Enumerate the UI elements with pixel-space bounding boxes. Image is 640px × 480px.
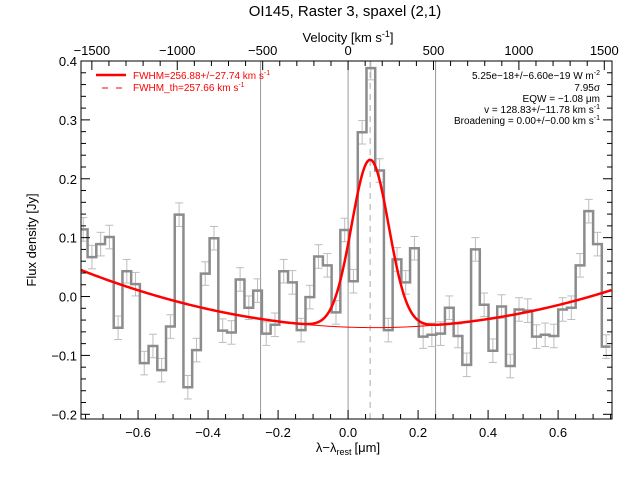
- top-tick-label: 1500: [590, 43, 619, 58]
- spectrum-histogram: [81, 66, 611, 389]
- annotation-velocity: v = 128.83+/−11.78 km s-1: [484, 104, 600, 116]
- fit-annotations: 5.25e−18+/−6.60e−19 W m-2 7.95σ EQW = −1…: [454, 70, 601, 127]
- y-tick-label: 0.0: [59, 290, 77, 305]
- top-tick-label: 0: [344, 43, 351, 58]
- y-tick-label: −0.2: [51, 407, 77, 422]
- plot-area: [81, 61, 612, 419]
- plot-marks: [81, 61, 612, 419]
- x-tick-label: 0.4: [479, 425, 497, 440]
- x-tick-label: −0.2: [265, 425, 291, 440]
- legend: FWHM=256.88+/−27.74 km s-1 FWHM_th=257.6…: [96, 70, 270, 94]
- chart-title: OI145, Raster 3, spaxel (2,1): [249, 3, 442, 20]
- x-tick-label: −0.6: [125, 425, 151, 440]
- x-tick-label: 0.2: [409, 425, 427, 440]
- x-tick-label: 0.0: [339, 425, 357, 440]
- annotation-eqw: EQW = −1.08 μm: [523, 94, 600, 105]
- top-tick-label: −1500: [74, 43, 111, 58]
- plot-frame: [80, 60, 613, 420]
- y-tick-label: 0.1: [59, 231, 77, 246]
- x-axis-label: λ−λrest [μm]: [316, 440, 380, 457]
- top-tick-label: 500: [423, 43, 445, 58]
- gaussian-fit-line: [81, 158, 612, 327]
- annotation-significance: 7.95σ: [574, 83, 600, 94]
- axes: −0.6 −0.4 −0.2 0.0 0.2 0.4 0.6 −0.2 −0.1 0.0 0.1 0.…: [51, 43, 618, 440]
- y-tick-label: 0.4: [59, 54, 77, 69]
- y-tick-label: 0.2: [59, 172, 77, 187]
- y-tick-label: −0.1: [51, 348, 77, 363]
- legend-label-fwhm-th: FWHM_th=257.66 km s-1: [133, 82, 245, 94]
- annotation-line-flux: 5.25e−18+/−6.60e−19 W m-2: [472, 70, 600, 82]
- continuum-baseline-line: [306, 323, 438, 329]
- x-tick-label: 0.6: [549, 425, 567, 440]
- top-tick-label: −1000: [159, 43, 196, 58]
- x-tick-label: −0.4: [195, 425, 221, 440]
- top-tick-label: 1000: [504, 43, 533, 58]
- y-tick-label: 0.3: [59, 113, 77, 128]
- top-axis-label: Velocity [km s-1]: [302, 29, 393, 45]
- legend-label-fwhm: FWHM=256.88+/−27.74 km s-1: [133, 70, 270, 82]
- y-axis-label: Flux density [Jy]: [24, 193, 39, 286]
- annotation-broadening: Broadening = 0.00+/−0.00 km s-1: [454, 115, 600, 127]
- top-tick-label: −500: [248, 43, 277, 58]
